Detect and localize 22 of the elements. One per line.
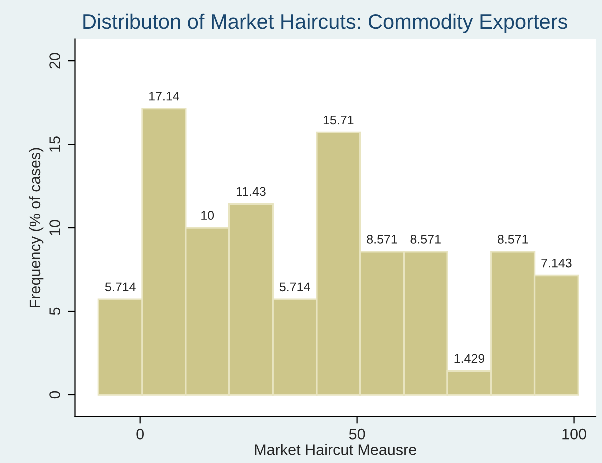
y-tick-label: 10	[50, 220, 60, 236]
y-axis-title: Frequency (% of cases)	[29, 148, 44, 308]
x-tick-label: 50	[349, 428, 366, 440]
data-label: 15.71	[324, 116, 354, 125]
data-label: 7.143	[542, 258, 572, 268]
x-tick-label: 0	[136, 428, 144, 440]
data-label: 10	[202, 211, 214, 220]
x-tick-label: 100	[562, 428, 586, 440]
data-label: 17.14	[150, 92, 180, 101]
chart-title: Distributon of Market Haircuts: Commodity Exporters	[84, 14, 568, 34]
y-tick-label: 20	[50, 53, 60, 69]
data-label: 8.571	[410, 235, 441, 244]
x-axis-title: Market Haircut Meausre	[255, 444, 416, 456]
y-tick-label: 0	[50, 391, 60, 399]
data-label: 11.43	[236, 187, 266, 196]
data-label: 1.429	[454, 354, 485, 364]
data-label: 5.714	[280, 282, 310, 292]
y-tick-label: 15	[50, 136, 60, 152]
data-label: 8.571	[498, 235, 528, 244]
y-tick-label: 5	[50, 308, 60, 316]
data-label: 8.571	[367, 235, 398, 244]
data-label: 5.714	[105, 282, 136, 292]
